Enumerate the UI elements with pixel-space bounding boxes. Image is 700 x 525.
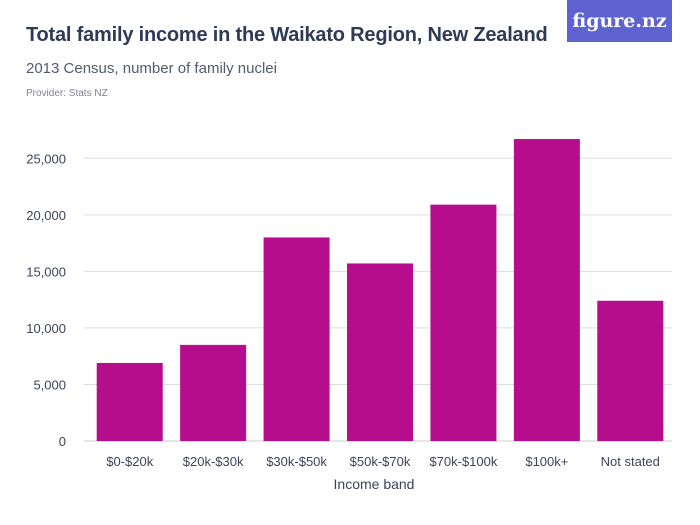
chart-subtitle: 2013 Census, number of family nuclei — [26, 60, 277, 77]
y-axis-ticks: 0 5,000 10,000 15,000 20,000 25,000 — [26, 151, 66, 449]
chart-title: Total family income in the Waikato Regio… — [26, 24, 548, 46]
bar[interactable] — [96, 362, 163, 441]
bar[interactable] — [430, 204, 497, 441]
x-tick-label: $30k-$50k — [266, 454, 327, 469]
x-tick-label: Not stated — [601, 454, 660, 469]
x-tick-label: $50k-$70k — [350, 454, 411, 469]
x-tick-label: $0-$20k — [106, 454, 153, 469]
bar[interactable] — [597, 300, 664, 441]
y-tick-label: 0 — [59, 434, 66, 449]
bar[interactable] — [263, 237, 330, 441]
x-axis-label: Income band — [334, 476, 415, 492]
x-tick-label: $20k-$30k — [183, 454, 244, 469]
y-tick-label: 25,000 — [26, 151, 66, 166]
bars — [96, 139, 664, 441]
x-tick-label: $70k-$100k — [429, 454, 497, 469]
y-tick-label: 10,000 — [26, 321, 66, 336]
y-tick-label: 20,000 — [26, 208, 66, 223]
data-provider: Provider: Stats NZ — [26, 88, 108, 99]
bar[interactable] — [180, 344, 247, 441]
y-tick-label: 5,000 — [33, 377, 66, 392]
bar[interactable] — [513, 139, 580, 441]
x-axis-ticks: $0-$20k $20k-$30k $30k-$50k $50k-$70k $70k-$… — [106, 454, 660, 469]
x-tick-label: $100k+ — [525, 454, 568, 469]
figure-nz-logo[interactable]: figure.nz — [567, 0, 672, 42]
y-tick-label: 15,000 — [26, 264, 66, 279]
bar[interactable] — [347, 263, 413, 441]
